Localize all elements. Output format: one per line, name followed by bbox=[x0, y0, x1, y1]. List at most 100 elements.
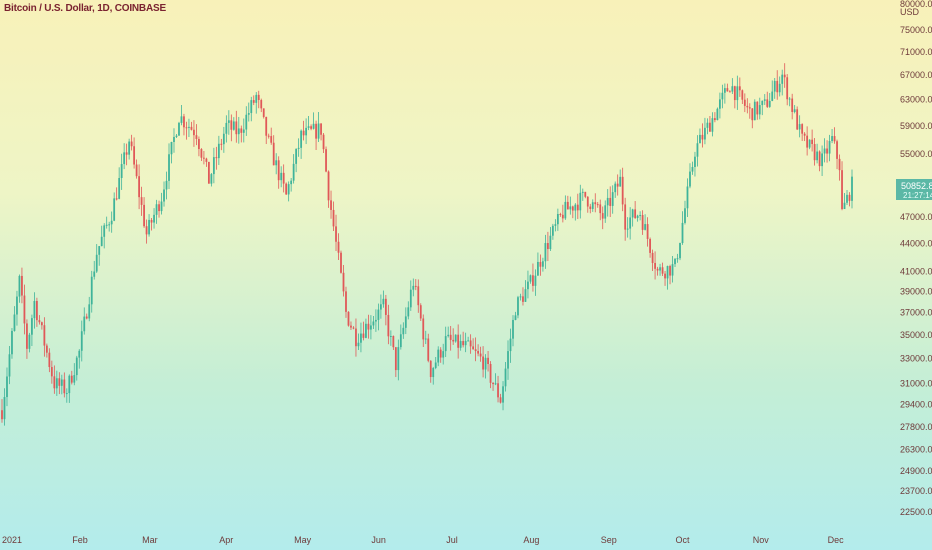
price-tick-label: 33000.00 bbox=[900, 354, 932, 364]
candle bbox=[569, 196, 572, 215]
price-tick-label: 55000.00 bbox=[900, 149, 932, 159]
candle-body bbox=[487, 357, 489, 364]
candle-body bbox=[150, 219, 153, 223]
candle bbox=[355, 318, 357, 357]
candle-body bbox=[75, 357, 78, 376]
candle-body bbox=[808, 139, 811, 148]
candle-body bbox=[95, 254, 98, 272]
candle-body bbox=[644, 224, 647, 230]
time-axis[interactable]: 2021 Feb Mar Apr May Jun Jul Aug Sep Oct Nov Dec bbox=[2, 535, 844, 545]
candle-body bbox=[242, 129, 245, 133]
candle bbox=[188, 118, 190, 137]
candle-body bbox=[771, 91, 774, 101]
candle-body bbox=[18, 275, 21, 297]
candle-body bbox=[499, 397, 502, 403]
candle bbox=[574, 203, 577, 221]
candle-body bbox=[561, 214, 564, 219]
candle-body bbox=[519, 296, 522, 298]
candle bbox=[125, 143, 128, 166]
candle bbox=[123, 143, 126, 170]
candle bbox=[113, 192, 116, 222]
candle bbox=[11, 328, 13, 359]
candle bbox=[624, 197, 627, 241]
candle bbox=[721, 84, 724, 109]
candle-body bbox=[337, 241, 340, 253]
candle-body bbox=[449, 334, 452, 340]
candle-body bbox=[609, 197, 612, 206]
candle bbox=[457, 324, 460, 359]
candle-body bbox=[180, 116, 183, 123]
candle bbox=[247, 102, 250, 122]
candle bbox=[33, 292, 36, 329]
candle bbox=[75, 355, 78, 381]
candle bbox=[118, 167, 121, 200]
candle-body bbox=[98, 246, 101, 255]
candle bbox=[419, 303, 422, 321]
candle bbox=[761, 100, 764, 116]
candle-body bbox=[616, 183, 619, 187]
candle-body bbox=[183, 116, 185, 128]
candle bbox=[265, 116, 268, 145]
candle-body bbox=[145, 226, 148, 235]
candle-body bbox=[689, 171, 691, 187]
candle-body bbox=[280, 172, 283, 181]
candle-body bbox=[340, 252, 342, 273]
candle-body bbox=[444, 336, 447, 352]
price-tick-label: 44000.00 bbox=[900, 238, 932, 248]
candle-body bbox=[539, 261, 542, 267]
candle-body bbox=[624, 204, 627, 230]
candle-body bbox=[230, 120, 233, 130]
candle bbox=[23, 284, 26, 335]
candle bbox=[768, 92, 771, 108]
candle-body bbox=[459, 341, 462, 348]
candle bbox=[753, 99, 756, 121]
candle-body bbox=[629, 217, 632, 229]
candle bbox=[362, 321, 365, 341]
candle-body bbox=[532, 275, 534, 286]
candle-body bbox=[831, 136, 833, 142]
candle bbox=[517, 295, 519, 319]
candle-body bbox=[736, 86, 739, 101]
candle-body bbox=[332, 209, 335, 227]
candle bbox=[73, 363, 76, 386]
price-tick-label: 24900.00 bbox=[900, 466, 932, 476]
candle-body bbox=[611, 192, 614, 206]
candle-body bbox=[821, 153, 823, 167]
candle bbox=[40, 321, 43, 330]
candle bbox=[335, 214, 337, 252]
candle bbox=[48, 348, 51, 373]
price-axis[interactable]: USD 80000.00 75000.00 71000.00 67000.00 6300… bbox=[900, 0, 932, 517]
candle bbox=[315, 120, 317, 150]
time-tick-label: Jun bbox=[371, 535, 386, 545]
candle bbox=[158, 200, 160, 218]
candle-body bbox=[43, 325, 46, 346]
candle-body bbox=[696, 143, 699, 157]
candle-body bbox=[546, 243, 549, 250]
candle bbox=[382, 290, 385, 308]
time-tick-label: 2021 bbox=[2, 535, 22, 545]
candle bbox=[270, 127, 273, 145]
candle-body bbox=[23, 295, 26, 324]
candle-body bbox=[58, 378, 61, 386]
candle-body bbox=[105, 224, 108, 226]
candle bbox=[138, 164, 140, 210]
candle-body bbox=[225, 122, 228, 134]
candle bbox=[584, 191, 587, 199]
candle bbox=[641, 210, 644, 235]
candle bbox=[342, 265, 345, 297]
candle bbox=[365, 318, 367, 339]
candle-body bbox=[155, 204, 158, 215]
candle-body bbox=[589, 206, 592, 209]
candle bbox=[706, 118, 709, 135]
candle-body bbox=[741, 90, 744, 100]
candle-body bbox=[768, 100, 771, 107]
candle-body bbox=[788, 98, 791, 100]
candle-body bbox=[48, 352, 51, 368]
candle-body bbox=[409, 289, 412, 308]
candle-body bbox=[93, 271, 96, 277]
candle bbox=[841, 161, 843, 211]
candle bbox=[621, 167, 624, 212]
candle bbox=[88, 296, 91, 322]
candle bbox=[561, 204, 564, 223]
